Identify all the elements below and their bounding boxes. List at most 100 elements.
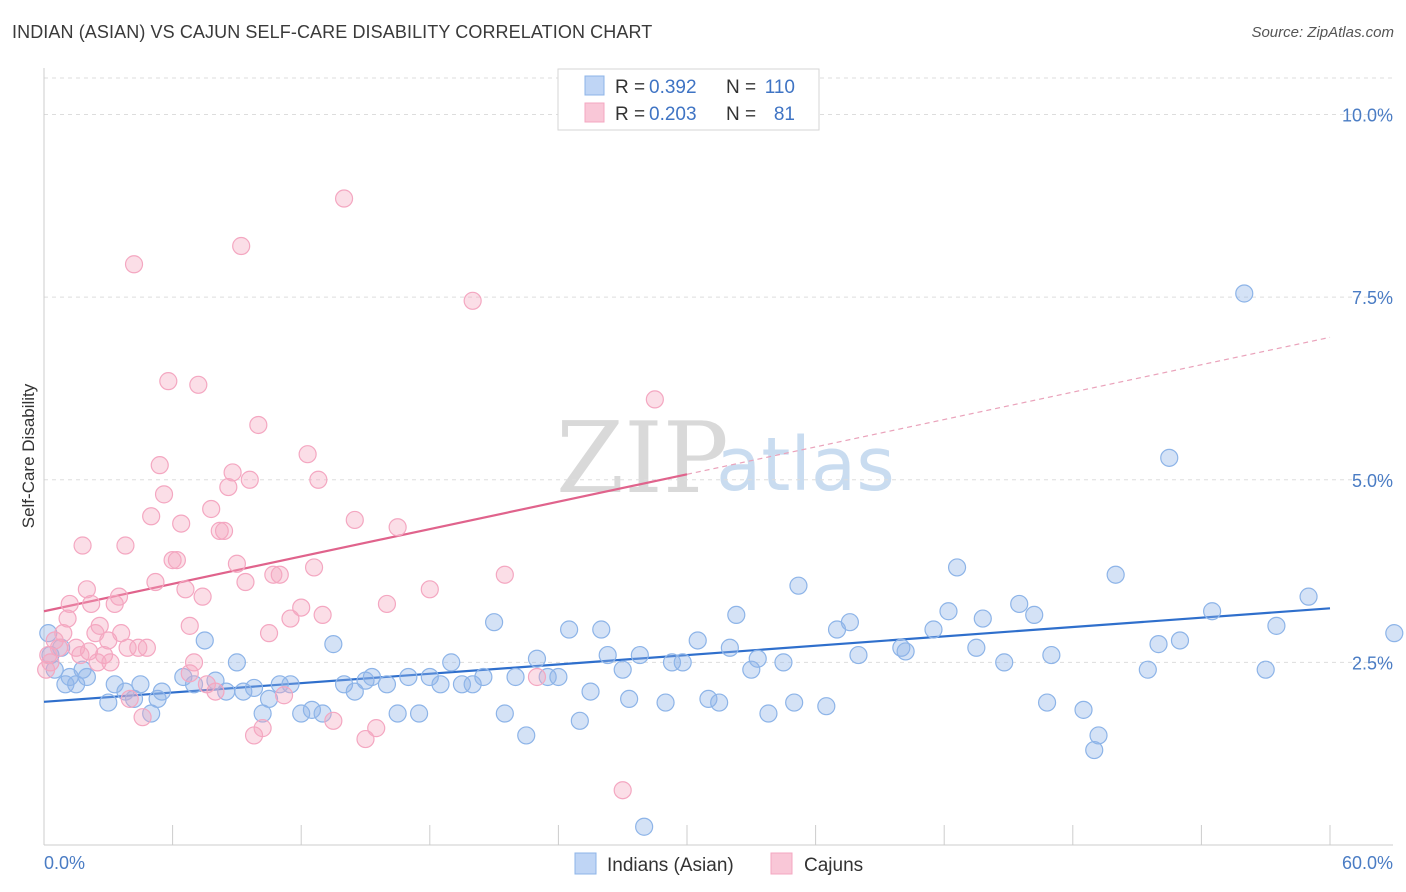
point-indians <box>656 693 675 712</box>
point-cajuns <box>184 653 204 672</box>
point-cajuns <box>133 708 152 727</box>
point-cajuns <box>180 664 199 683</box>
point-indians <box>39 624 58 643</box>
point-cajuns <box>210 521 229 540</box>
point-indians <box>840 613 859 632</box>
point-cajuns <box>77 580 96 599</box>
point-cajuns <box>309 470 328 489</box>
point-cajuns <box>304 558 324 577</box>
point-cajuns <box>236 572 255 592</box>
point-indians <box>630 645 649 665</box>
point-indians <box>1074 700 1093 719</box>
point-cajuns <box>142 507 161 526</box>
bottom-legend-label-cajuns: Cajuns <box>804 855 863 876</box>
point-cajuns <box>420 580 439 599</box>
point-indians <box>1160 448 1179 467</box>
point-indians <box>1385 624 1404 643</box>
point-indians <box>1235 284 1254 303</box>
point-indians <box>973 609 992 628</box>
point-indians <box>1149 635 1168 654</box>
point-cajuns <box>73 536 92 555</box>
point-cajuns <box>118 638 137 657</box>
point-indians <box>452 675 472 694</box>
point-indians <box>662 653 682 672</box>
point-indians <box>1010 594 1029 614</box>
point-indians <box>1085 740 1104 760</box>
point-indians <box>1267 616 1286 635</box>
bottom-legend-swatch-indians <box>574 852 597 875</box>
point-indians <box>613 660 632 679</box>
point-cajuns <box>109 587 129 606</box>
point-cajuns <box>41 653 60 672</box>
point-indians <box>1089 726 1108 745</box>
point-cajuns <box>163 551 182 570</box>
point-cajuns <box>232 236 251 256</box>
point-indians <box>334 675 354 694</box>
axes <box>43 68 1393 846</box>
point-cajuns <box>54 624 73 643</box>
point-indians <box>620 689 639 709</box>
point-indians <box>409 704 429 723</box>
source-label: Source: ZipAtlas.com <box>1251 24 1394 41</box>
point-indians <box>474 667 493 687</box>
point-indians <box>1299 587 1318 606</box>
point-indians <box>748 649 767 668</box>
y-axis-label: Self-Care Disability <box>19 383 38 528</box>
point-cajuns <box>154 485 174 504</box>
point-indians <box>105 675 124 694</box>
point-cajuns <box>79 642 99 661</box>
point-indians <box>99 693 118 712</box>
point-indians <box>635 817 654 836</box>
legend: R = 0.392 N = 110 R = 0.203 N = 81 <box>557 68 820 131</box>
point-cajuns <box>180 616 199 635</box>
legend-swatch-cajuns <box>584 102 605 123</box>
point-cajuns <box>58 609 77 628</box>
point-indians <box>560 620 579 639</box>
point-cajuns <box>146 572 165 592</box>
point-indians <box>592 620 611 639</box>
point-indians <box>995 653 1014 672</box>
legend-n-value-indians: 110 <box>765 77 795 98</box>
point-indians <box>699 689 718 709</box>
point-indians <box>1138 660 1157 679</box>
point-indians <box>234 682 253 701</box>
point-cajuns <box>219 477 238 497</box>
point-cajuns <box>60 594 79 614</box>
point-indians <box>131 675 150 694</box>
point-indians <box>849 645 868 665</box>
point-cajuns <box>176 580 195 599</box>
point-cajuns <box>240 470 259 489</box>
point-indians <box>506 667 525 687</box>
legend-n-value-cajuns: 81 <box>774 104 795 125</box>
point-indians <box>785 693 804 712</box>
point-indians <box>270 675 289 694</box>
legend-r-value-cajuns: 0.203 <box>649 104 697 125</box>
point-cajuns <box>193 587 212 606</box>
point-indians <box>152 682 171 701</box>
point-indians <box>345 682 364 701</box>
point-indians <box>598 645 617 665</box>
point-indians <box>77 667 96 687</box>
point-indians <box>495 704 514 723</box>
point-indians <box>939 602 958 621</box>
y-tick-label: 5.0% <box>1352 471 1393 491</box>
point-indians <box>720 638 739 657</box>
point-cajuns <box>202 499 221 519</box>
point-cajuns <box>313 605 332 625</box>
point-indians <box>1170 631 1190 650</box>
point-cajuns <box>463 291 482 310</box>
point-cajuns <box>259 624 279 643</box>
point-indians <box>388 704 407 723</box>
point-indians <box>774 653 793 672</box>
point-indians <box>420 667 439 687</box>
point-indians <box>431 675 450 694</box>
y-tick-label: 2.5% <box>1352 653 1393 673</box>
point-cajuns <box>356 729 375 749</box>
point-cajuns <box>116 536 135 555</box>
point-cajuns <box>367 719 386 738</box>
legend-r-value-indians: 0.392 <box>649 77 697 98</box>
y-tick-labels: 2.5% 5.0% 7.5% 10.0% <box>1342 106 1393 674</box>
point-cajuns <box>334 189 354 208</box>
legend-n-label-cajuns: N = <box>726 104 756 125</box>
